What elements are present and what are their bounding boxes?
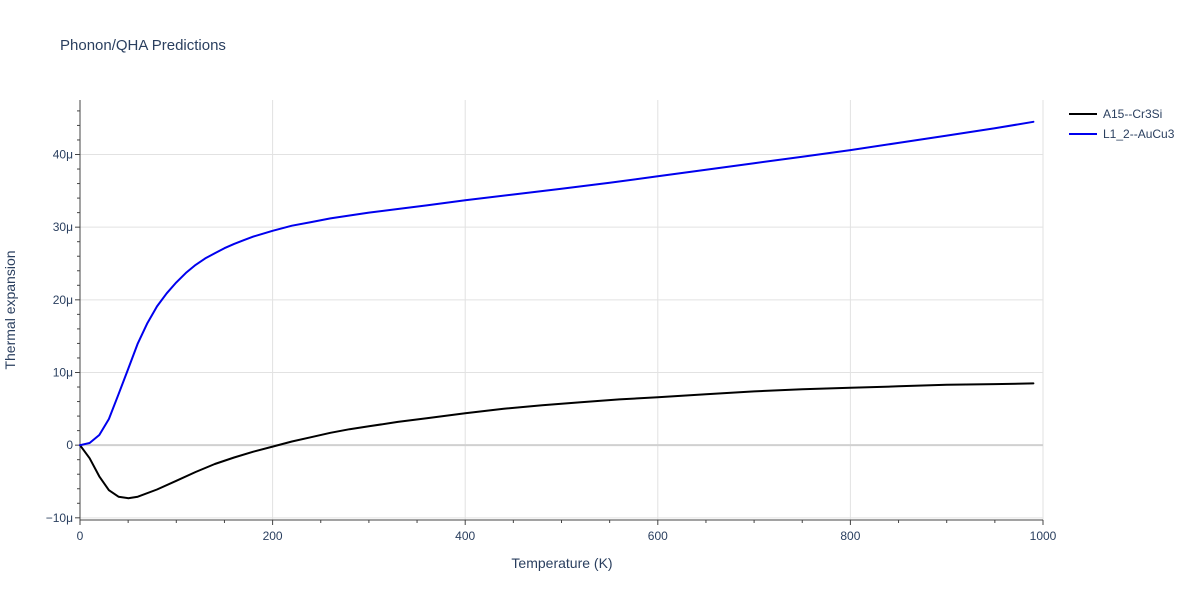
series-layer [79, 120, 1035, 500]
x-tick-label-0: 0 [77, 529, 84, 543]
y-tick-label-30: 30μ [53, 220, 73, 234]
y-tick-label-0: 0 [66, 438, 73, 452]
x-axis-title: Temperature (K) [511, 555, 612, 571]
x-tick-label-1000: 1000 [1030, 529, 1057, 543]
y-tick-label-10: 10μ [53, 365, 73, 379]
series-line-0 [79, 382, 1035, 500]
y-tick-label--10: −10μ [46, 511, 73, 525]
legend-item-1[interactable]: L1_2--AuCu3 [1069, 127, 1175, 141]
x-tick-label-600: 600 [648, 529, 668, 543]
x-tick-label-800: 800 [840, 529, 860, 543]
y-tick-label-40: 40μ [53, 147, 73, 161]
legend-item-0[interactable]: A15--Cr3Si [1069, 107, 1162, 121]
legend-label-0: A15--Cr3Si [1103, 107, 1162, 121]
y-axis-title: Thermal expansion [2, 250, 18, 369]
x-tick-label-200: 200 [263, 529, 283, 543]
y-tick-label-20: 20μ [53, 293, 73, 307]
legend[interactable]: A15--Cr3Si L1_2--AuCu3 [1069, 107, 1175, 141]
grid [80, 100, 1044, 520]
legend-label-1: L1_2--AuCu3 [1103, 127, 1175, 141]
chart-title: Phonon/QHA Predictions [60, 37, 226, 54]
axes: 0 200 400 600 800 1000 −10μ 0 10μ 20μ 30μ 40μ [46, 100, 1057, 543]
series-line-1 [79, 120, 1035, 447]
x-tick-label-400: 400 [455, 529, 475, 543]
